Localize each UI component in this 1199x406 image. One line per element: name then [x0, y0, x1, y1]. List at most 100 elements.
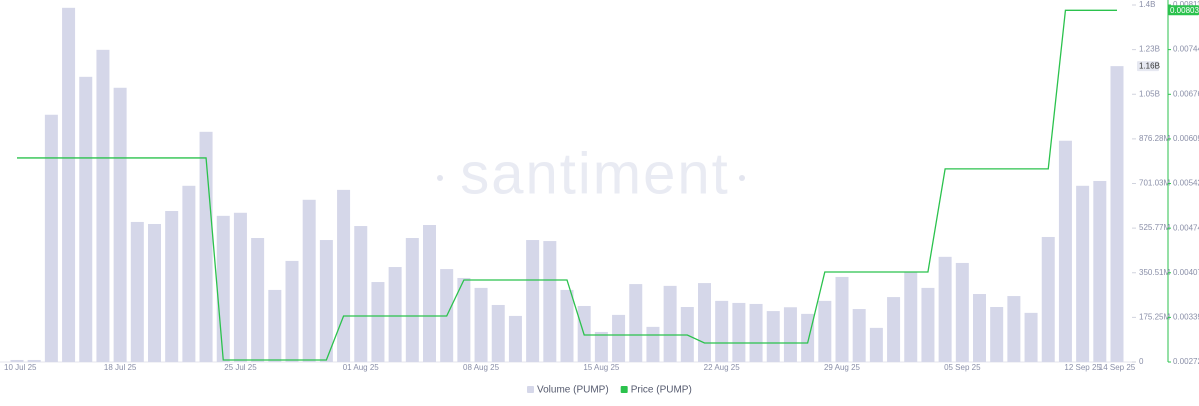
y2-tick-label: 0.004746 [1173, 223, 1199, 232]
volume-bar [904, 271, 918, 362]
x-tick-label: 29 Aug 25 [824, 363, 861, 372]
volume-bar [543, 241, 557, 362]
volume-bar [698, 283, 711, 362]
y-tick-label: 1.4B [1139, 0, 1155, 9]
y-tick-label: 350.51M [1139, 268, 1170, 277]
legend: Volume (PUMP) Price (PUMP) [527, 385, 692, 396]
y2-tick-label: 0.002724 [1173, 357, 1199, 366]
volume-bar [251, 237, 265, 362]
volume-bar [233, 212, 247, 362]
y2-tick-label: 0.006094 [1173, 134, 1199, 143]
volume-bar [921, 287, 935, 362]
volume-bar [749, 303, 763, 362]
volume-bar [508, 315, 522, 362]
volume-bar [165, 211, 179, 362]
volume-bar [715, 300, 729, 362]
volume-bar [1076, 185, 1090, 362]
value-badge-label: 0.008037 [1170, 6, 1199, 15]
watermark-dot [739, 175, 745, 181]
volume-bar [663, 285, 677, 362]
volume-bar [302, 199, 316, 362]
y-tick-label: 876.28M [1139, 134, 1170, 143]
y2-tick-label: 0.004072 [1173, 268, 1199, 277]
volume-bar [938, 256, 952, 362]
y2-tick-label: 0.006768 [1173, 89, 1199, 98]
y-tick-label: 175.25M [1139, 312, 1170, 321]
x-tick-label: 22 Aug 25 [704, 363, 741, 372]
x-tick-label: 08 Aug 25 [463, 363, 500, 372]
volume-bar [457, 277, 471, 362]
volume-bar [62, 7, 76, 363]
volume-bar [612, 314, 626, 362]
volume-bar [1007, 296, 1021, 362]
volume-bar [268, 289, 282, 362]
x-tick-label: 12 Sep 25 [1064, 363, 1101, 372]
volume-bar [130, 221, 144, 362]
volume-bar [113, 87, 127, 363]
volume-bar [148, 223, 161, 362]
y2-tick-label: 0.00542 [1173, 179, 1199, 188]
y2-tick-label: 0.003398 [1173, 312, 1199, 321]
volume-bar [371, 282, 385, 362]
volume-bar [526, 240, 540, 362]
volume-bar [818, 300, 832, 362]
volume-bar [388, 267, 402, 362]
volume-bar [732, 302, 746, 362]
volume-bar [27, 359, 41, 362]
x-tick-label: 25 Jul 25 [224, 363, 257, 372]
volume-bar [869, 327, 883, 362]
y-tick-label: 701.03M [1139, 179, 1170, 188]
legend-label: Volume (PUMP) [537, 385, 609, 396]
volume-bar [354, 226, 368, 362]
x-start-label: 10 Jul 25 [4, 363, 37, 372]
volume-bar [491, 304, 505, 362]
x-tick-label: 01 Aug 25 [343, 363, 380, 372]
price-line [17, 9, 1117, 361]
value-badge-label: 1.16B [1139, 62, 1160, 71]
y-tick-label: 1.23B [1139, 45, 1160, 54]
volume-bar [887, 297, 901, 362]
volume-bar [285, 260, 299, 362]
volume-bar [973, 294, 986, 362]
x-tick-label: 14 Sep 25 [1099, 363, 1136, 372]
volume-bar [835, 276, 849, 362]
volume-bar [1024, 312, 1038, 362]
volume-bar [783, 307, 797, 362]
y-tick-label: 0 [1139, 357, 1144, 366]
volume-bar [1093, 180, 1107, 362]
volume-bar [1041, 236, 1055, 362]
watermark-dot [437, 175, 443, 181]
volume-bar [96, 49, 110, 362]
volume-bar [199, 131, 213, 362]
x-tick-label: 15 Aug 25 [583, 363, 620, 372]
x-tick-label: 05 Sep 25 [944, 363, 981, 372]
volume-bar [79, 76, 93, 362]
volume-bar [955, 262, 969, 362]
volume-bar [852, 309, 866, 362]
value-badge [1168, 5, 1199, 16]
x-tick-label: 18 Jul 25 [104, 363, 137, 372]
volume-bar [10, 359, 24, 362]
watermark: santiment [437, 141, 745, 206]
y2-tick-label: 0.007443 [1173, 45, 1199, 54]
value-badge [1137, 61, 1159, 72]
y2-tick-label: 0.008117 [1173, 0, 1199, 9]
volume-bar [423, 225, 436, 362]
volume-bar [646, 326, 660, 362]
volume-bar [337, 189, 351, 362]
volume-bar [1110, 66, 1124, 362]
volume-bar [405, 237, 419, 362]
legend-swatch [620, 386, 628, 393]
volume-bar [990, 307, 1004, 362]
y-tick-label: 525.77M [1139, 223, 1170, 232]
volume-bar [216, 215, 230, 362]
volume-bar [182, 185, 196, 362]
y-tick-label: 1.05B [1139, 89, 1160, 98]
volume-bar [801, 313, 815, 362]
legend-label: Price (PUMP) [631, 385, 692, 396]
watermark-text: santiment [460, 141, 729, 206]
volume-bar [474, 287, 488, 362]
legend-swatch [527, 386, 534, 393]
